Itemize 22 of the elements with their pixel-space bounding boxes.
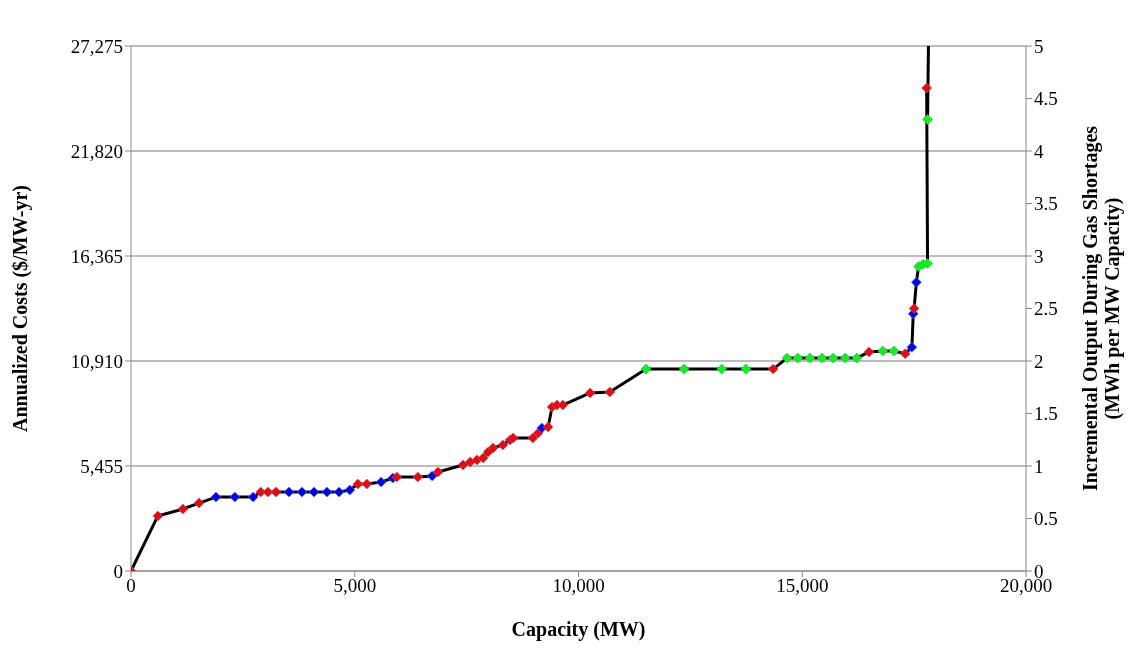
- y-tick-label: 21,820: [70, 140, 123, 162]
- y2-axis-title: Incremental Output During Gas Shortages (MWh per MW Capacity): [1079, 125, 1124, 492]
- y-tick-label: 16,365: [70, 245, 123, 267]
- y2-tick-label: 3.5: [1034, 193, 1058, 215]
- y2-tick-label: 3: [1034, 245, 1044, 267]
- x-tick-label: 5,000: [333, 575, 377, 597]
- x-tick-label: 10,000: [552, 575, 605, 597]
- x-axis-title: Capacity (MW): [511, 618, 646, 641]
- y2-tick-label: 4: [1034, 140, 1044, 162]
- y2-tick-label: 5: [1034, 35, 1044, 57]
- y-axis-title: Annualized Costs ($/MW-yr): [9, 184, 33, 433]
- y2-tick-label: 1.5: [1034, 403, 1058, 425]
- y-tick-label: 27,275: [70, 35, 123, 57]
- y-tick-label: 5,455: [80, 455, 123, 477]
- y-tick-label: 10,910: [70, 350, 123, 372]
- y2-tick-label: 0.5: [1034, 508, 1058, 530]
- y-tick-label: 0: [113, 560, 123, 582]
- y2-tick-label: 1: [1034, 455, 1044, 477]
- y2-tick-label: 2.5: [1034, 298, 1058, 320]
- x-tick-label: 15,000: [776, 575, 829, 597]
- y2-tick-label: 2: [1034, 350, 1044, 372]
- y2-tick-label: 4.5: [1034, 88, 1058, 110]
